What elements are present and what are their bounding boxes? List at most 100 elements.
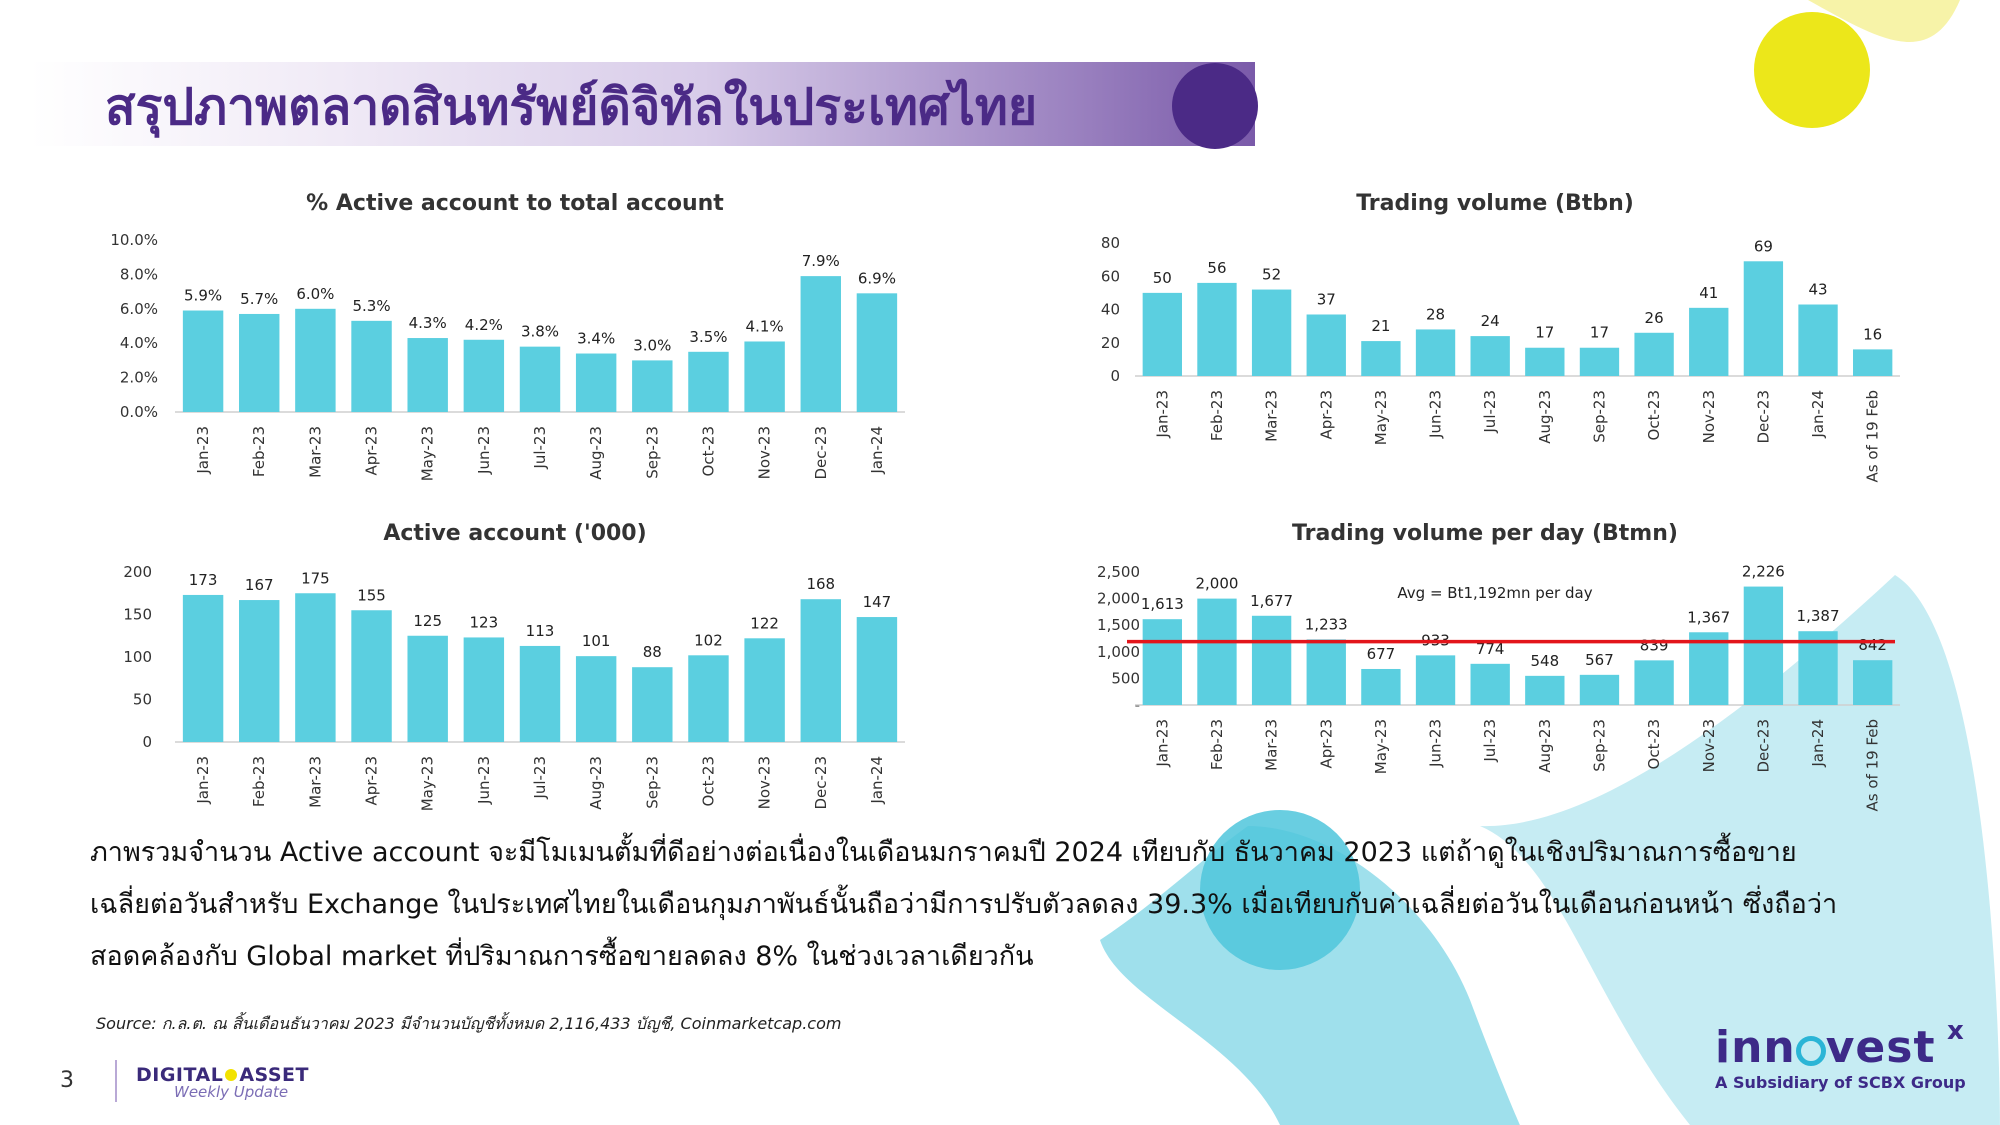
- data-label: 4.1%: [746, 317, 784, 335]
- x-tick-label: Aug-23: [587, 756, 605, 810]
- chart-title: Trading volume (Btbn): [1356, 191, 1634, 216]
- bar: [800, 599, 841, 742]
- bar: [800, 276, 841, 412]
- summary-line: เฉลี่ยต่อวันสำหรับ Exchange ในประเทศไทยใ…: [90, 889, 1838, 920]
- bar: [295, 593, 336, 742]
- x-tick-label: Sep-23: [1590, 390, 1608, 443]
- chart-active-account-percent: % Active account to total account 0.0% 2.0…: [110, 191, 905, 481]
- data-label: 175: [301, 569, 330, 587]
- yellow-circle-decoration: [1754, 12, 1870, 128]
- innovest-logo: inn vest x A Subsidiary of SCBX Group: [1715, 1016, 1966, 1092]
- data-label: 37: [1317, 290, 1336, 308]
- y-tick-label: 4.0%: [120, 334, 158, 352]
- data-label: 16: [1863, 325, 1882, 343]
- chart-title: Trading volume per day (Btmn): [1292, 521, 1678, 546]
- data-label: 3.8%: [521, 323, 559, 341]
- x-tick-label: Jan-24: [1809, 719, 1827, 768]
- data-label: 548: [1531, 652, 1560, 670]
- bar: [1415, 329, 1456, 376]
- bar: [1579, 674, 1620, 705]
- data-label: 2,226: [1742, 563, 1785, 581]
- bar: [463, 339, 505, 412]
- summary-text: ภาพรวมจำนวน Active account จะมีโมเมนตั้ม…: [90, 827, 1940, 983]
- data-label: 69: [1754, 237, 1773, 255]
- x-tick-label: Jan-23: [1153, 390, 1171, 439]
- footer-divider: [115, 1060, 117, 1102]
- data-label: 3.0%: [633, 336, 671, 354]
- bar: [1853, 660, 1893, 705]
- bar: [1798, 304, 1838, 376]
- data-label: 17: [1590, 324, 1609, 342]
- data-label: 4.2%: [465, 316, 503, 334]
- chart-title: Active account ('000): [383, 521, 646, 546]
- x-tick-label: Mar-23: [1263, 390, 1281, 442]
- x-tick-label: Jun-23: [1427, 719, 1445, 768]
- innovest-wordmark: inn vest: [1715, 1022, 1936, 1073]
- chart-trading-volume-per-day: Trading volume per day (Btmn)-5001,0001,…: [1097, 521, 1900, 811]
- data-label: 7.9%: [802, 252, 840, 270]
- y-tick-label: 80: [1101, 234, 1120, 252]
- y-tick-label: 500: [1111, 669, 1140, 687]
- summary-line: สอดคล้องกับ Global market ที่ปริมาณการซื…: [90, 941, 1034, 972]
- y-tick-label: 50: [133, 691, 152, 709]
- bar: [519, 346, 561, 412]
- bar: [1251, 615, 1292, 705]
- x-tick-label: Feb-23: [1208, 390, 1226, 441]
- data-label: 774: [1476, 640, 1505, 658]
- digital-asset-logo: DIGITAL ASSET Weekly Update: [136, 1064, 309, 1101]
- bar: [856, 617, 898, 742]
- x-tick-label: Jun-23: [475, 426, 493, 475]
- bar: [1142, 619, 1182, 705]
- data-label: 123: [470, 613, 499, 631]
- data-label: 6.9%: [858, 269, 896, 287]
- bar: [744, 341, 785, 412]
- x-tick-label: Sep-23: [643, 756, 661, 809]
- x-tick-label: Feb-23: [250, 426, 268, 477]
- x-tick-label: Apr-23: [1317, 719, 1335, 769]
- bar: [744, 638, 785, 742]
- data-label: 3.4%: [577, 330, 615, 348]
- bar: [351, 320, 392, 412]
- data-label: 5.3%: [352, 297, 390, 315]
- y-tick-label: 100: [123, 648, 152, 666]
- chart-active-account: Active account ('000) 0 50 100 150 200 173 Jan-…: [123, 521, 905, 811]
- bar: [1361, 668, 1401, 705]
- brand-word-digital: DIGITAL: [136, 1064, 224, 1086]
- x-tick-label: Dec-23: [812, 756, 830, 810]
- data-label: 2,000: [1195, 575, 1238, 593]
- x-tick-label: Aug-23: [1536, 719, 1554, 773]
- x-tick-label: Nov-23: [1700, 719, 1718, 772]
- data-label: 6.0%: [296, 285, 334, 303]
- x-tick-label: Oct-23: [1645, 390, 1663, 440]
- bar: [1798, 631, 1838, 705]
- x-tick-label: Aug-23: [587, 426, 605, 480]
- x-tick-label: Feb-23: [250, 756, 268, 807]
- data-label: 102: [694, 631, 723, 649]
- x-tick-label: Feb-23: [1208, 719, 1226, 770]
- x-tick-label: Jun-23: [1427, 390, 1445, 439]
- x-tick-label: Jan-24: [1809, 390, 1827, 439]
- data-label: 167: [245, 576, 274, 594]
- bar: [1251, 289, 1292, 376]
- data-label: 1,367: [1687, 608, 1730, 626]
- bar: [1853, 349, 1893, 376]
- y-tick-label: 1,000: [1097, 643, 1140, 661]
- source-note: Source: ก.ล.ต. ณ สิ้นเดือนธันวาคม 2023 ม…: [96, 1014, 842, 1033]
- bar: [1361, 341, 1401, 376]
- yellow-dot-icon: [225, 1069, 238, 1081]
- bar: [1689, 307, 1729, 376]
- y-tick-label: 0: [142, 733, 152, 751]
- x-tick-label: Jun-23: [475, 756, 493, 805]
- data-label: 3.5%: [689, 328, 727, 346]
- data-label: 155: [357, 586, 386, 604]
- bar: [463, 637, 505, 742]
- x-tick-label: Jul-23: [531, 426, 549, 470]
- innovest-subtitle: A Subsidiary of SCBX Group: [1715, 1073, 1966, 1092]
- x-tick-label: Nov-23: [1700, 390, 1718, 443]
- x-tick-label: Jan-24: [868, 426, 886, 475]
- bar: [1142, 292, 1182, 376]
- data-label: 26: [1645, 309, 1664, 327]
- x-tick-label: Dec-23: [812, 426, 830, 480]
- innovest-o-icon: [1795, 1036, 1826, 1066]
- bar: [1525, 347, 1565, 376]
